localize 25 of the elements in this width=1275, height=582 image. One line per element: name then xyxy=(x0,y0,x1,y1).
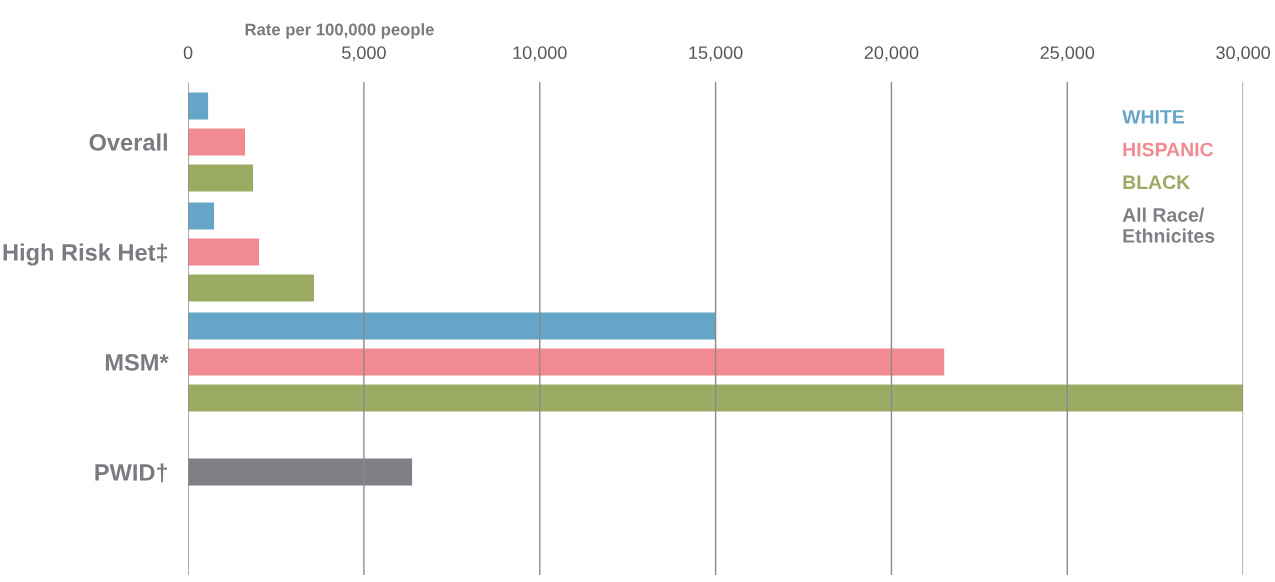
text: WHITE xyxy=(1122,110,1185,124)
x-tick-label: 25,000 xyxy=(1040,46,1095,62)
x-axis-title: Rate per 100,000 people xyxy=(245,23,434,39)
x-tick-label: 0 xyxy=(183,46,193,60)
y-tick-label: Overall xyxy=(89,133,167,151)
bar xyxy=(188,384,1244,412)
text: All Race/Ethnicites xyxy=(1122,207,1215,243)
y-tick-label: MSM* xyxy=(105,354,169,371)
bar xyxy=(188,92,209,120)
bar xyxy=(188,312,716,340)
bar xyxy=(188,202,215,230)
y-tick-label: PWID† xyxy=(95,463,168,483)
x-tick-label: 20,000 xyxy=(864,46,919,62)
bar xyxy=(188,238,260,266)
bar xyxy=(188,164,254,192)
bar xyxy=(188,348,945,376)
bar xyxy=(188,274,314,302)
text: BLACK xyxy=(1123,175,1191,190)
x-tick-label: 5,000 xyxy=(342,46,386,62)
y-tick-label: High Risk Het‡ xyxy=(3,243,168,266)
x-tick-label: 30,000 xyxy=(1216,46,1271,62)
text: HISPANIC xyxy=(1123,142,1214,157)
x-tick-label: 10,000 xyxy=(513,46,567,62)
bar xyxy=(188,128,246,156)
x-tick-label: 15,000 xyxy=(689,46,743,62)
